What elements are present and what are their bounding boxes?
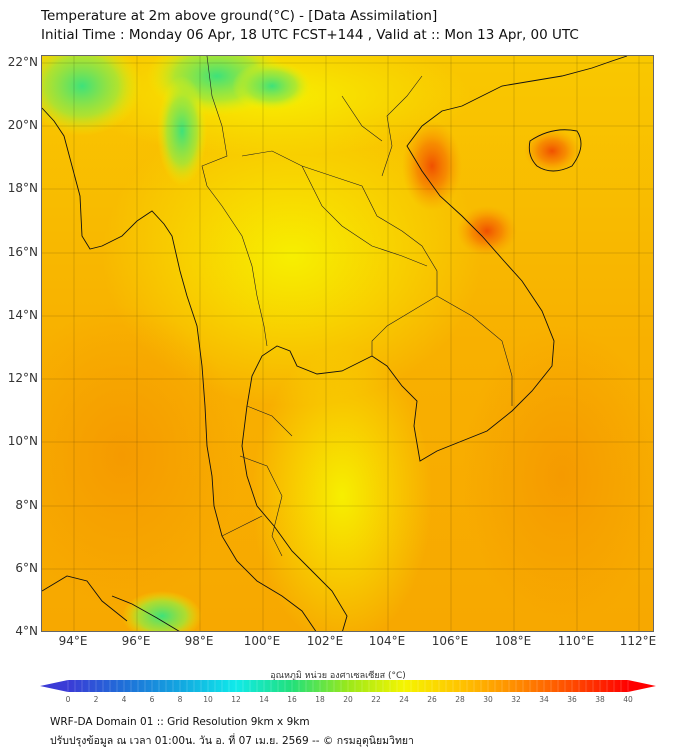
lon-label: 94°E	[58, 634, 88, 648]
colorbar-tick-label: 40	[623, 695, 633, 704]
colorbar-tick-label: 16	[287, 695, 297, 704]
lat-label: 12°N	[7, 371, 38, 385]
temperature-map	[41, 55, 654, 632]
lat-label: 10°N	[7, 434, 38, 448]
lat-label: 18°N	[7, 181, 38, 195]
colorbar-tick-label: 30	[483, 695, 493, 704]
colorbar-tick-label: 24	[399, 695, 409, 704]
colorbar-tick-label: 36	[567, 695, 577, 704]
colorbar-tick-label: 34	[539, 695, 549, 704]
colorbar-tick-label: 6	[149, 695, 155, 704]
footer-model-info: WRF-DA Domain 01 :: Grid Resolution 9km …	[50, 716, 310, 728]
colorbar-tick-label: 0	[65, 695, 71, 704]
lat-label: 6°N	[15, 561, 38, 575]
colorbar-tick-label: 32	[511, 695, 521, 704]
colorbar-tick-label: 8	[177, 695, 183, 704]
colorbar-min-arrow	[40, 680, 68, 692]
map-subtitle: Initial Time : Monday 06 Apr, 18 UTC FCS…	[41, 27, 579, 43]
lat-label: 22°N	[7, 55, 38, 69]
lon-label: 108°E	[494, 634, 532, 648]
lon-label: 98°E	[184, 634, 214, 648]
graticule	[42, 56, 653, 631]
colorbar	[40, 680, 656, 692]
colorbar-tick-label: 14	[259, 695, 269, 704]
colorbar-tick-label: 18	[315, 695, 325, 704]
colorbar-tick-label: 4	[121, 695, 127, 704]
map-title: Temperature at 2m above ground(°C) - [Da…	[41, 8, 438, 24]
colorbar-tick-label: 38	[595, 695, 605, 704]
lon-label: 104°E	[368, 634, 406, 648]
colorbar-max-arrow	[628, 680, 656, 692]
colorbar-gradient	[68, 680, 628, 692]
lon-label: 100°E	[243, 634, 281, 648]
borders	[201, 56, 513, 557]
colorbar-title: อุณหภูมิ หน่วย องศาเซลเซียส (°C)	[270, 671, 406, 681]
footer-update-info: ปรับปรุงข้อมูล ณ เวลา 01:00น. วัน อ. ที่…	[50, 735, 414, 747]
lat-label: 16°N	[7, 245, 38, 259]
lat-label: 8°N	[15, 498, 38, 512]
colorbar-tick-label: 26	[427, 695, 437, 704]
temperature-field	[42, 56, 653, 631]
colorbar-tick-label: 10	[203, 695, 213, 704]
lat-label: 14°N	[7, 308, 38, 322]
lon-label: 106°E	[431, 634, 469, 648]
lat-label: 4°N	[15, 624, 38, 638]
colorbar-tick-label: 2	[93, 695, 99, 704]
colorbar-tick-label: 12	[231, 695, 241, 704]
lat-label: 20°N	[7, 118, 38, 132]
lon-label: 102°E	[306, 634, 344, 648]
lon-label: 96°E	[121, 634, 151, 648]
coastlines	[42, 56, 628, 631]
colorbar-tick-label: 22	[371, 695, 381, 704]
lon-label: 110°E	[557, 634, 595, 648]
colorbar-tick-label: 20	[343, 695, 353, 704]
colorbar-tick-label: 28	[455, 695, 465, 704]
lon-label: 112°E	[619, 634, 657, 648]
